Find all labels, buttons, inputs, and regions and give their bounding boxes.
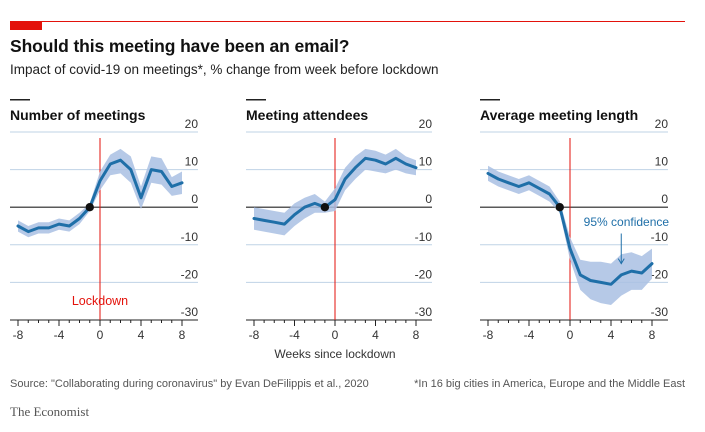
baseline-point [555,203,564,212]
panel-title: Meeting attendees [246,107,368,123]
y-tick-label: -20 [181,267,199,281]
baseline-point [320,203,330,212]
x-tick-label: 8 [179,328,186,342]
panel-1: Number of meetings 20 10 0 -10 -20 -30 -8 -4 0 4 8 L… [10,99,198,342]
x-tick-label: -4 [54,328,65,342]
y-tick-label: -20 [415,267,433,281]
panel-2: Meeting attendees 20 10 0 -10 -20 -30 -8 -4 0 4 8 We… [246,99,432,361]
x-tick-label: 0 [97,328,104,342]
y-tick-label: 0 [425,192,432,206]
x-tick-label: 4 [138,328,145,342]
chart-subtitle: Impact of covid-19 on meetings*, % chang… [10,62,439,77]
y-tick-label: -30 [415,305,433,319]
x-tick-label: -8 [13,328,24,342]
y-tick-label: -20 [651,267,669,281]
panel-title: Number of meetings [10,107,146,123]
x-tick-label: -4 [524,328,535,342]
chart-title: Should this meeting have been an email? [10,36,350,56]
series-line [486,171,654,286]
y-tick-label: 10 [185,155,199,169]
confidence-band [488,165,652,305]
y-tick-label: 0 [191,192,198,206]
x-tick-label: 8 [649,328,656,342]
confidence-label: 95% confidence [584,215,670,229]
panel-title: Average meeting length [480,107,638,123]
small-multiples: Number of meetings 20 10 0 -10 -20 -30 -8 -4 0 4 8 L… [0,96,705,376]
y-tick-label: 20 [655,117,669,131]
x-tick-label: -8 [483,328,494,342]
y-tick-label: 10 [655,155,669,169]
footnote: *In 16 big cities in America, Europe and… [414,378,685,390]
panel-title-marker [10,99,30,101]
x-tick-label: 8 [413,328,420,342]
x-tick-label: 0 [332,328,339,342]
source-note: Source: "Collaborating during coronaviru… [10,378,369,390]
top-rule [10,21,685,22]
y-tick-label: 10 [419,155,433,169]
y-tick-label: -10 [415,230,433,244]
y-tick-label: -10 [651,230,669,244]
panel-title-marker [246,99,266,101]
y-tick-label: -30 [651,305,669,319]
y-tick-label: -30 [181,305,199,319]
x-tick-label: -4 [289,328,300,342]
x-tick-label: 0 [567,328,574,342]
y-tick-label: 20 [419,117,433,131]
series-line [16,158,184,234]
x-tick-label: -8 [249,328,260,342]
brand-wordmark: The Economist [10,404,90,419]
y-tick-label: 20 [185,117,199,131]
y-tick-label: -10 [181,230,199,244]
lockdown-label: Lockdown [72,294,128,308]
confidence-arrowhead [617,258,625,265]
panel-3: Average meeting length 20 10 0 -10 -20 -30 -8 -4… [480,99,669,342]
baseline-point [85,203,94,212]
panel-title-marker [480,99,500,101]
charts-svg: Number of meetings 20 10 0 -10 -20 -30 -8 -4 0 4 8 L… [10,99,669,361]
x-tick-label: 4 [608,328,615,342]
x-tick-label: 4 [372,328,379,342]
series-line [252,156,418,226]
x-axis-label: Weeks since lockdown [274,347,395,361]
y-tick-label: 0 [661,192,668,206]
brand-red-tag [10,21,42,30]
